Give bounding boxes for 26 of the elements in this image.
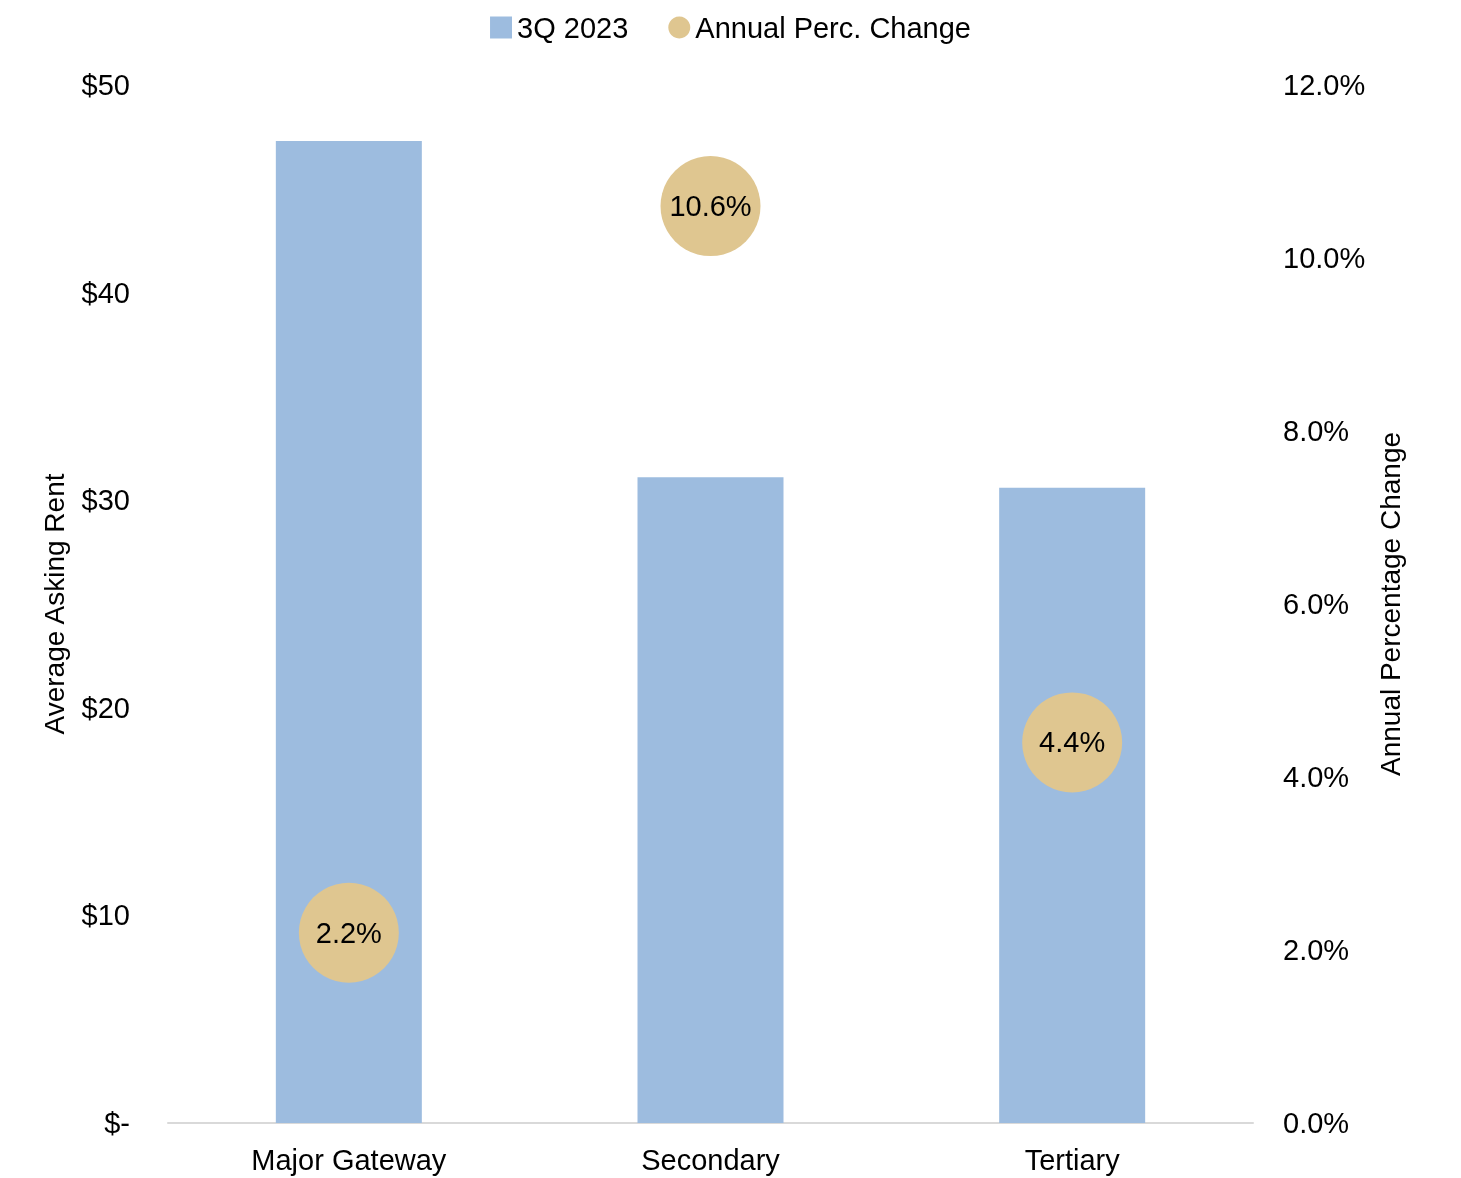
y2-axis-title: Annual Percentage Change [1374, 431, 1406, 777]
y-tick-label: $30 [81, 484, 130, 517]
y2-tick-label: 4.0% [1283, 761, 1350, 793]
x-tick-label: Tertiary [1024, 1143, 1121, 1176]
data-label: 10.6% [669, 190, 752, 223]
x-tick-label: Major Gateway [251, 1143, 447, 1176]
legend-label: Annual Perc. Change [695, 11, 971, 44]
y-tick-label: $- [104, 1107, 130, 1139]
y2-tick-label: 0.0% [1283, 1107, 1350, 1139]
bar [275, 141, 422, 1123]
legend-label: 3Q 2023 [517, 11, 629, 44]
y2-tick-label: 10.0% [1283, 242, 1366, 274]
y-tick-label: $10 [81, 899, 130, 932]
y2-tick-label: 6.0% [1283, 588, 1350, 620]
bar [999, 487, 1146, 1123]
y-axis-title: Average Asking Rent [38, 473, 70, 735]
y2-tick-label: 12.0% [1283, 69, 1366, 101]
data-label: 2.2% [315, 916, 382, 949]
y2-tick-label: 8.0% [1283, 415, 1350, 447]
data-label: 4.4% [1039, 726, 1106, 759]
y-tick-label: $50 [81, 69, 130, 101]
y2-tick-label: 2.0% [1283, 934, 1350, 966]
bar [637, 477, 784, 1123]
x-tick-label: Secondary [641, 1143, 781, 1176]
y-tick-label: $40 [81, 276, 130, 309]
y-tick-label: $20 [81, 691, 130, 724]
